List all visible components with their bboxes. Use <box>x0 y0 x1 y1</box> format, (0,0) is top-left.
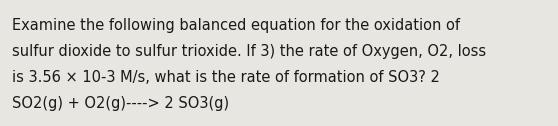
Text: Examine the following balanced equation for the oxidation of: Examine the following balanced equation … <box>12 18 460 33</box>
Text: SO2(g) + O2(g)----> 2 SO3(g): SO2(g) + O2(g)----> 2 SO3(g) <box>12 96 229 111</box>
Text: is 3.56 × 10-3 M/s, what is the rate of formation of SO3? 2: is 3.56 × 10-3 M/s, what is the rate of … <box>12 70 440 85</box>
Text: sulfur dioxide to sulfur trioxide. If 3) the rate of Oxygen, O2, loss: sulfur dioxide to sulfur trioxide. If 3)… <box>12 44 486 59</box>
